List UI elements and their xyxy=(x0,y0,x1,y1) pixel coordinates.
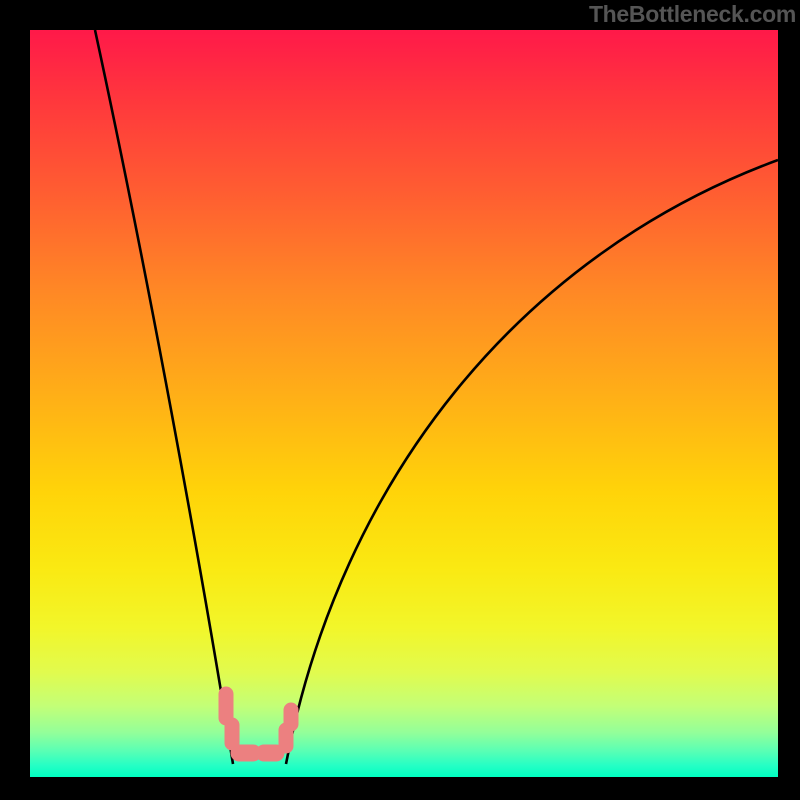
chart-svg xyxy=(0,0,800,800)
watermark: TheBottleneck.com xyxy=(589,1,796,28)
marker-segment xyxy=(284,703,298,731)
plot-background xyxy=(30,30,778,777)
